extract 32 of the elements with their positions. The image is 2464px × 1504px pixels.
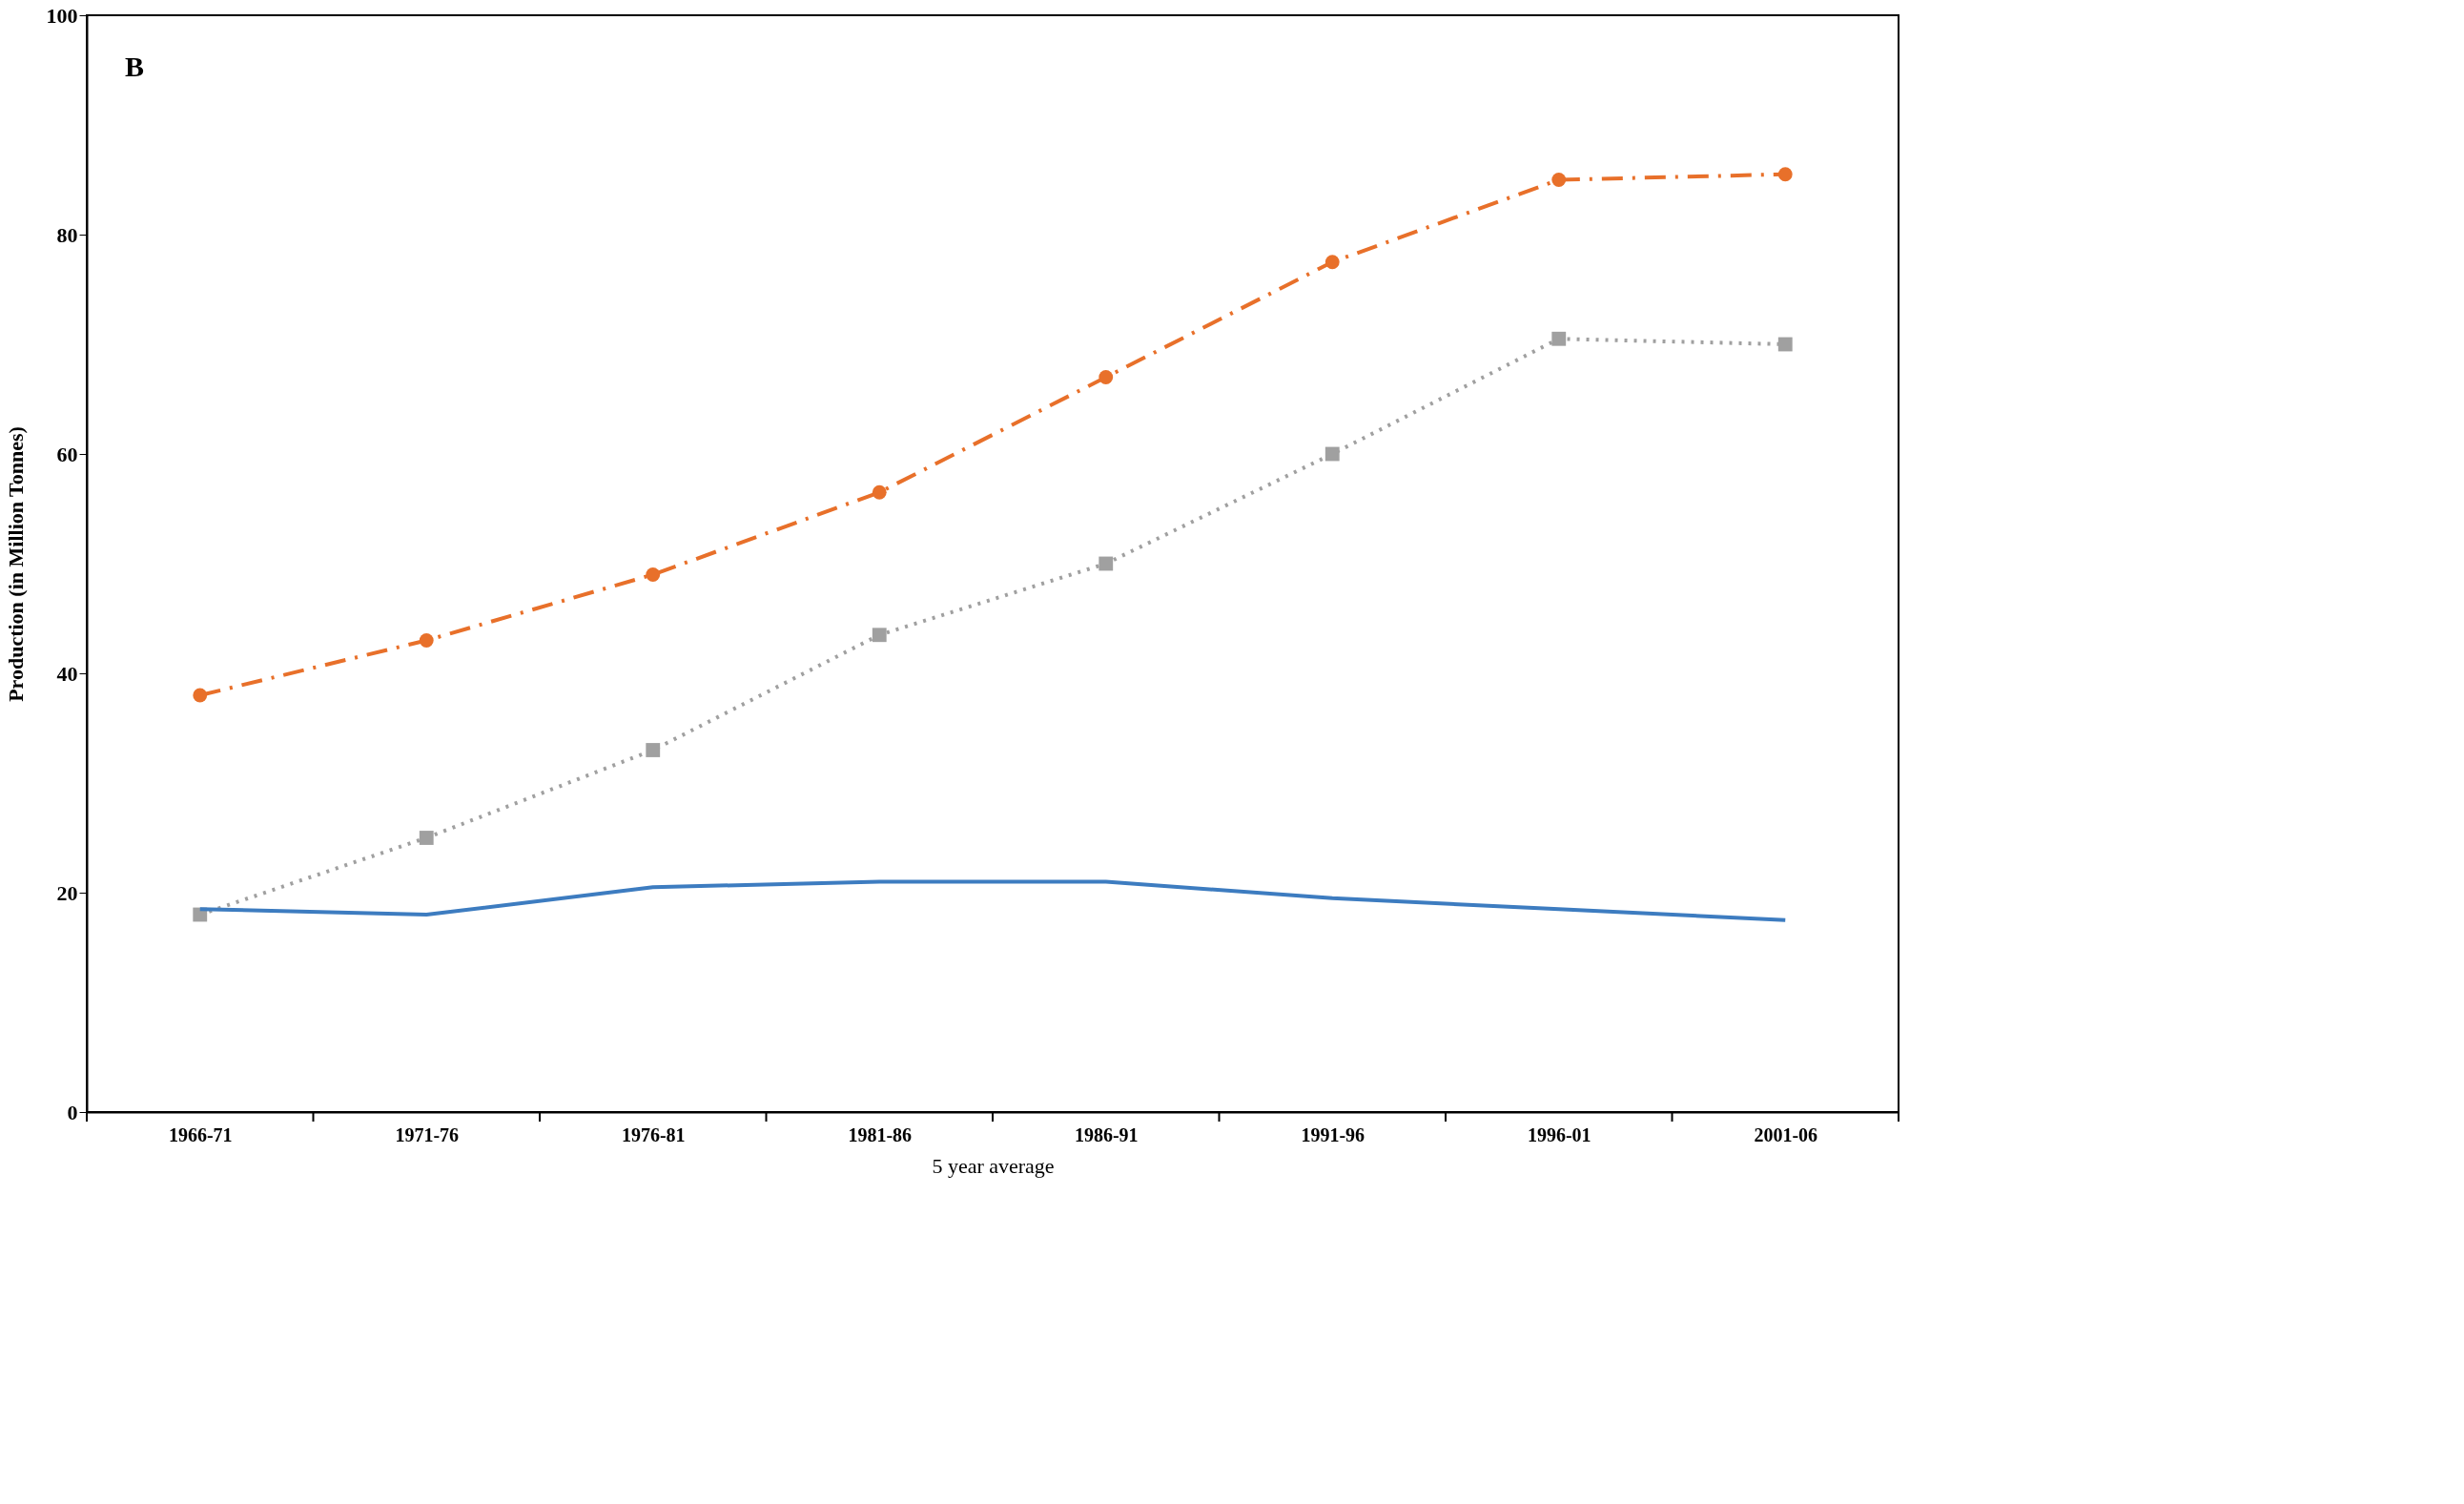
y-tick-label: 100: [46, 3, 78, 28]
point: [1551, 173, 1567, 187]
point: [419, 633, 434, 648]
x-tick-label: 1966-71: [168, 1123, 233, 1145]
y-tick-label: 20: [56, 880, 78, 905]
x-tick-label: 1976-81: [621, 1123, 686, 1145]
point: [872, 628, 887, 643]
point: [1777, 337, 1793, 352]
x-tick-label: 1996-01: [1527, 1123, 1591, 1145]
point: [193, 688, 208, 703]
point: [1551, 331, 1567, 346]
point: [1777, 167, 1793, 182]
point: [1324, 255, 1340, 270]
point: [646, 567, 661, 582]
x-tick-label: 1981-86: [848, 1123, 913, 1145]
point: [1099, 370, 1114, 384]
y-tick-label: 40: [56, 661, 78, 686]
point: [1324, 446, 1340, 462]
y-tick-label: 80: [56, 222, 78, 247]
x-tick-label: 2001-06: [1754, 1123, 1818, 1145]
point: [646, 743, 661, 757]
y-tick-label: 0: [67, 1100, 78, 1124]
point: [872, 484, 887, 500]
point: [1099, 556, 1114, 571]
x-tick-label: 1986-91: [1074, 1123, 1139, 1145]
annotation: B: [125, 51, 145, 82]
point: [419, 831, 434, 845]
y-tick-label: 60: [56, 442, 78, 466]
y-axis-title: Production (in Million Tonnes): [3, 426, 28, 702]
x-tick-label: 1971-76: [395, 1123, 460, 1145]
x-tick-label: 1991-96: [1301, 1123, 1365, 1145]
x-axis-title: 5 year average: [932, 1153, 1055, 1178]
